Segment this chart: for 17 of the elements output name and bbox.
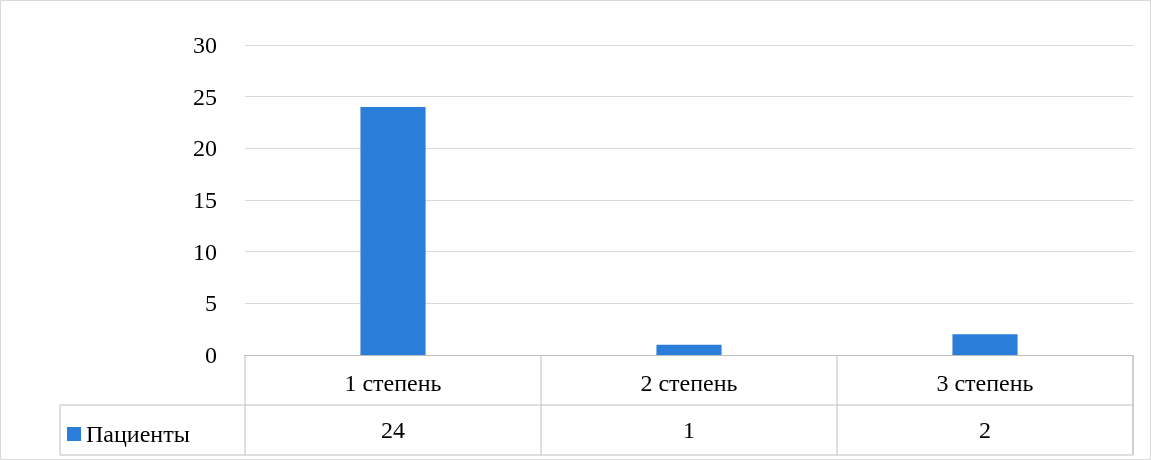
x-tick-label: 3 степень bbox=[936, 370, 1034, 396]
data-label: 2 bbox=[979, 417, 991, 443]
bar bbox=[952, 334, 1018, 355]
x-tick-label: 2 степень bbox=[640, 370, 738, 396]
y-tick-label: 15 bbox=[193, 187, 217, 213]
bar bbox=[656, 344, 722, 355]
data-label: 24 bbox=[381, 417, 405, 443]
legend-label: Пациенты bbox=[86, 421, 190, 447]
y-tick-label: 0 bbox=[205, 342, 217, 368]
data-label: 1 bbox=[683, 417, 695, 443]
y-tick-label: 10 bbox=[193, 238, 217, 265]
y-tick-label: 5 bbox=[205, 290, 217, 317]
y-tick-label: 30 bbox=[193, 32, 217, 58]
x-tick-label: 1 степень bbox=[344, 370, 442, 396]
y-tick-label: 20 bbox=[193, 135, 217, 162]
y-tick-label: 25 bbox=[193, 83, 217, 110]
bar bbox=[360, 107, 426, 355]
